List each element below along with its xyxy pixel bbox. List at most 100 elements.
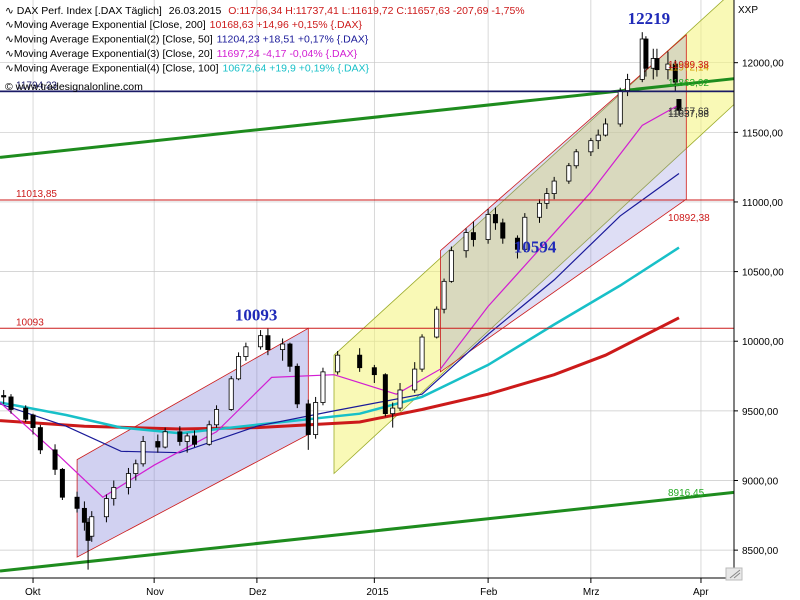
candle	[133, 463, 139, 474]
candle	[566, 165, 572, 182]
level-label-2: 11794,23	[16, 80, 57, 91]
candle	[313, 402, 319, 435]
candle	[236, 356, 242, 380]
right-label-1: 11989,38	[668, 60, 709, 71]
candle	[470, 232, 476, 240]
candle	[371, 367, 377, 376]
candle	[595, 134, 601, 142]
candle	[287, 343, 293, 367]
candle	[514, 237, 520, 250]
right-label-5: 10892,38	[668, 213, 710, 224]
candle	[500, 222, 506, 239]
right-label-3: 11657,63	[668, 106, 709, 117]
candle	[81, 507, 87, 523]
candle	[485, 214, 491, 240]
candle	[588, 140, 594, 153]
channel-2	[439, 33, 687, 373]
candle	[162, 431, 168, 448]
candle	[672, 63, 678, 83]
y-axis: 8500,00 9000,00 9500,00 10000,00 10500,00 110…	[734, 59, 784, 557]
candle	[214, 409, 220, 426]
resize-grip-icon[interactable]	[725, 567, 743, 581]
candle	[441, 280, 447, 310]
x-tick-label: Apr	[693, 587, 709, 598]
right-label-4: 11637,88	[668, 109, 709, 120]
candle	[390, 407, 396, 415]
x-tick-label: Dez	[249, 587, 267, 598]
candle	[625, 78, 631, 91]
y-tick-label: 10500,00	[742, 268, 784, 279]
candle	[8, 396, 14, 410]
header-ohlc: O:11736,34 H:11737,41 L:11619,72 C:11657…	[228, 5, 524, 17]
candle	[357, 354, 363, 369]
candle	[463, 232, 469, 252]
candle	[522, 216, 528, 250]
y-tick-label: 8500,00	[742, 546, 779, 557]
indicator-line-1: ∿Moving Average Exponential(2) [Close, 5…	[5, 34, 369, 46]
candle	[140, 441, 146, 465]
candle	[125, 473, 131, 488]
plot-background	[0, 0, 734, 578]
candle	[155, 441, 161, 448]
right-label-6: 8916,45	[668, 488, 705, 499]
ma-ema-100	[0, 246, 680, 435]
candle	[1, 395, 7, 398]
candle	[184, 435, 190, 442]
candle	[448, 250, 454, 282]
y-tick-label: 11500,00	[742, 128, 783, 139]
candle	[536, 202, 542, 218]
x-tick-label: 2015	[366, 587, 389, 598]
annotation-10093: 10093	[235, 305, 278, 324]
y-tick-label: 12000,00	[742, 59, 784, 70]
candle	[305, 403, 311, 435]
x-tick-label: Nov	[146, 587, 164, 598]
candle	[111, 487, 117, 500]
candle	[89, 516, 95, 537]
symbol-label: XXP	[738, 5, 758, 16]
candle	[397, 389, 403, 409]
candle	[59, 468, 65, 498]
candle	[30, 414, 36, 428]
candle	[37, 427, 43, 451]
candle	[177, 431, 183, 442]
level-label-0: 11013,85	[16, 189, 57, 200]
candle	[419, 336, 425, 370]
y-tick-label: 9000,00	[742, 477, 779, 488]
candles	[1, 32, 682, 570]
chart-header: ∿ DAX Perf. Index [.DAX Täglich] 26.03.2…	[5, 5, 525, 93]
candle	[643, 38, 649, 69]
candle	[294, 365, 300, 405]
candle	[603, 123, 609, 136]
trendline-0	[0, 490, 735, 573]
candle	[74, 496, 80, 509]
y-tick-label: 10000,00	[742, 337, 784, 348]
candle	[192, 435, 198, 445]
right-label-0: 11972,14	[668, 63, 709, 74]
channel-1	[333, 0, 735, 475]
candle	[23, 407, 29, 420]
candle	[382, 374, 388, 415]
candle	[434, 308, 440, 338]
right-label-2: 11863,02	[668, 78, 709, 89]
candle	[265, 335, 271, 350]
y-tick-label: 9500,00	[742, 407, 779, 418]
candle	[665, 63, 671, 71]
candle	[228, 378, 234, 410]
x-axis: Okt Nov Dez 2015 Feb Mrz Apr	[25, 578, 709, 598]
level-label-1: 10093	[16, 317, 44, 328]
candle	[544, 193, 550, 204]
annotation-10594: 10594	[514, 237, 557, 256]
candle	[676, 99, 682, 111]
candle	[492, 214, 498, 224]
indicator-line-3: ∿Moving Average Exponential(4) [Close, 1…	[5, 63, 370, 75]
candle	[280, 343, 286, 350]
header-instrument: DAX Perf. Index [.DAX Täglich]	[17, 5, 162, 17]
annotation-12219: 12219	[628, 9, 671, 28]
candle	[617, 90, 623, 125]
horizontal-levels: 11013,85 10093 11794,23	[0, 80, 734, 329]
candle	[412, 368, 418, 391]
header-symbol-glyph: ∿	[5, 5, 14, 17]
header-date: 26.03.2015	[169, 5, 222, 17]
indicator-line-2: ∿Moving Average Exponential(3) [Close, 2…	[5, 48, 358, 60]
